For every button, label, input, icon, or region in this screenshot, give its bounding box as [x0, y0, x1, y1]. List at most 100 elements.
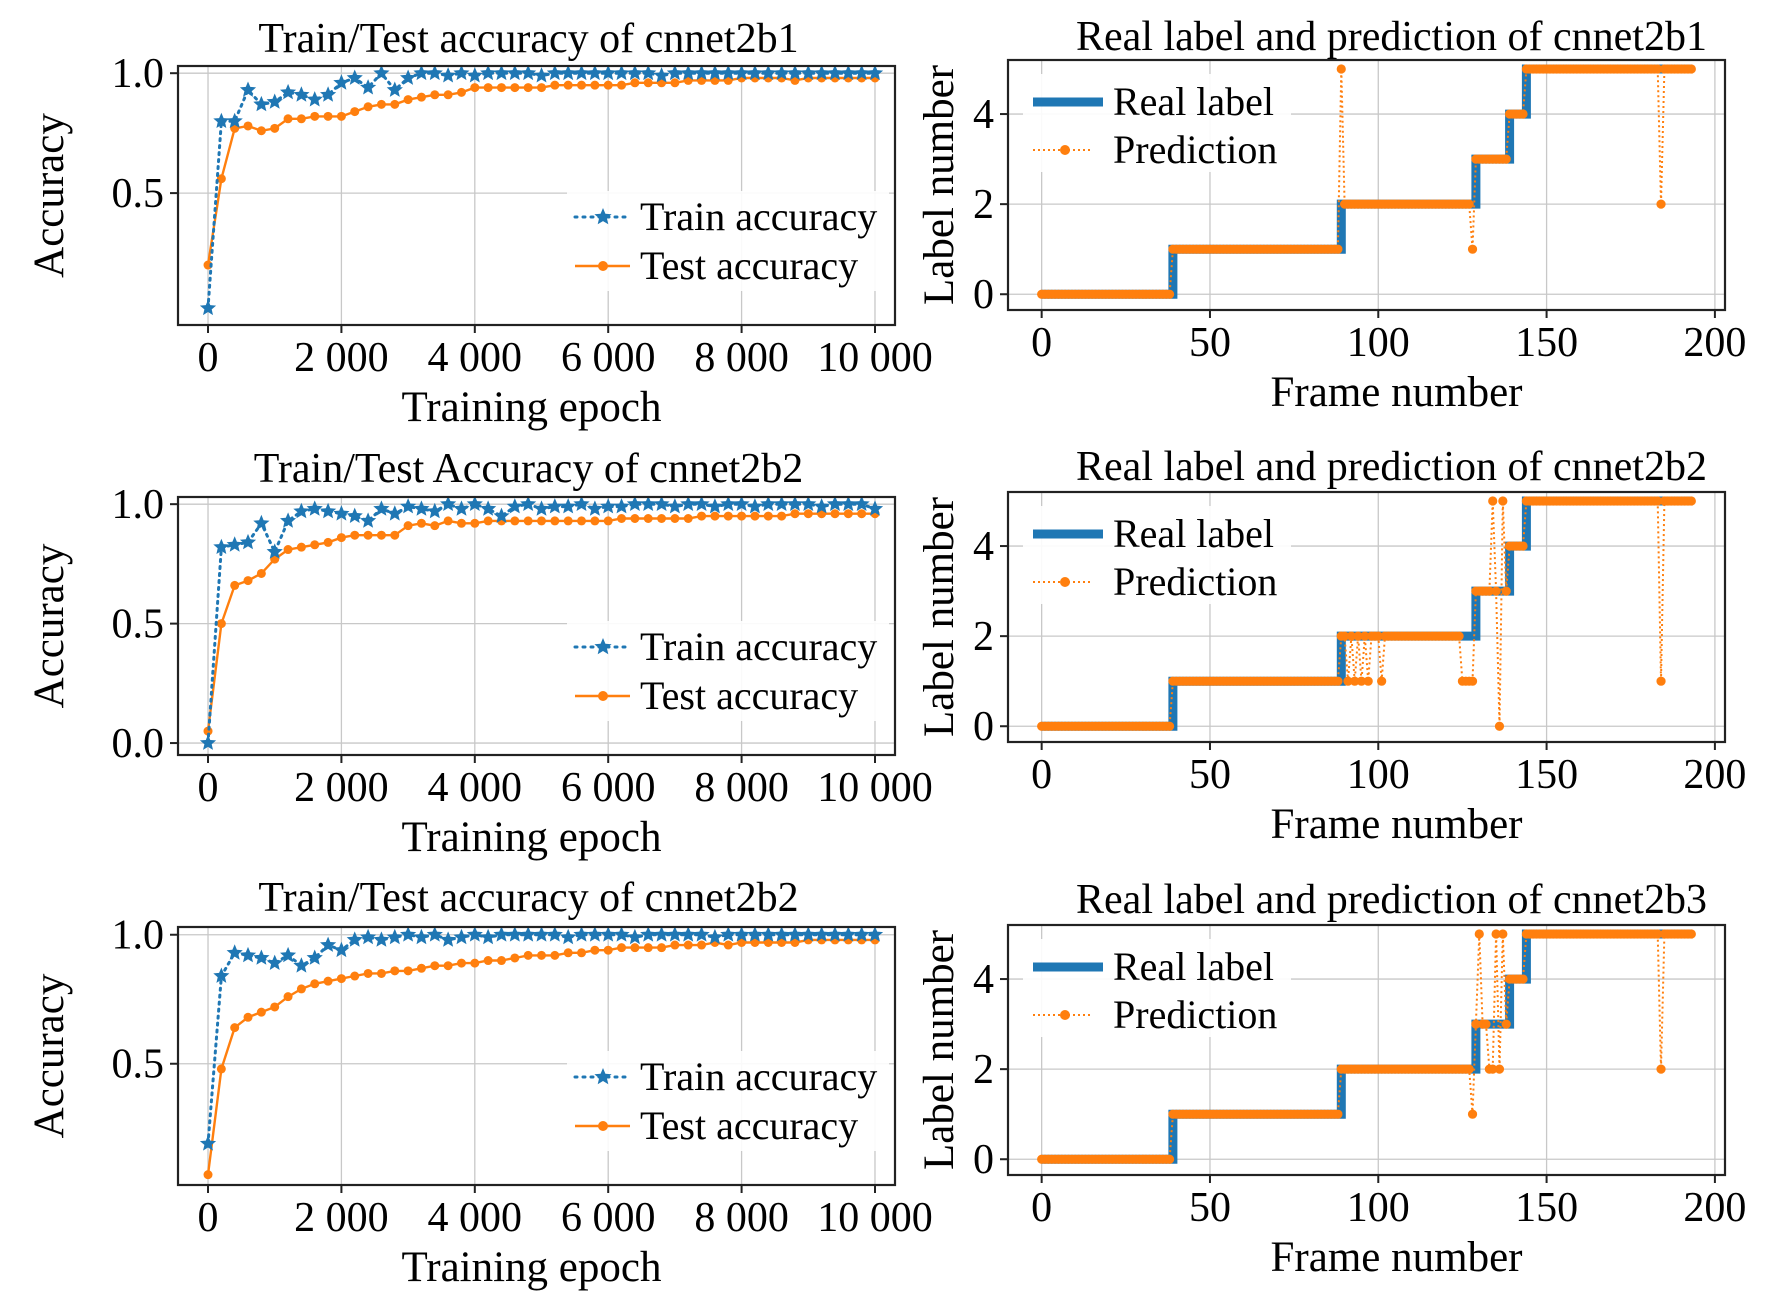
- plot-frame: [1006, 923, 1727, 1177]
- plot-frame: [176, 925, 897, 1187]
- train-accuracy-point: [600, 64, 617, 81]
- test-accuracy-point: [350, 107, 360, 117]
- prediction-point: [1373, 631, 1383, 641]
- test-accuracy-point: [310, 540, 320, 550]
- train-accuracy-point: [653, 495, 670, 511]
- test-accuracy-point: [243, 576, 253, 586]
- train-accuracy-point: [306, 500, 323, 516]
- prediction-point: [1164, 1154, 1175, 1164]
- chart-title: Train/Test accuracy of cnnet2b1: [258, 16, 798, 62]
- train-accuracy-point: [640, 495, 657, 511]
- legend-test-marker: [598, 691, 608, 701]
- train-accuracy-point: [613, 64, 630, 81]
- train-accuracy-point: [386, 505, 403, 521]
- test-accuracy-point: [203, 1170, 213, 1180]
- prediction-point: [1491, 929, 1501, 939]
- test-accuracy-point: [590, 945, 600, 955]
- test-accuracy-point: [697, 511, 707, 521]
- x-tick-label: 10 000: [817, 335, 933, 381]
- test-accuracy-point: [670, 78, 680, 88]
- train-accuracy-point: [573, 495, 590, 511]
- chart-panel-6: 0 50 100 150 200 0 2 4 Real label and prediction…: [916, 877, 1746, 1281]
- prediction-point: [1360, 631, 1370, 641]
- test-accuracy-point: [256, 568, 266, 578]
- test-accuracy-point: [456, 958, 466, 968]
- test-accuracy-point: [216, 619, 226, 629]
- train-accuracy-point: [746, 926, 763, 942]
- train-accuracy-point: [360, 512, 377, 528]
- x-tick-label: 0: [198, 765, 219, 811]
- x-tick-label: 6 000: [561, 335, 656, 381]
- train-accuracy-point: [213, 967, 230, 983]
- train-accuracy-point: [386, 928, 403, 945]
- test-accuracy-point: [216, 174, 226, 184]
- x-tick-label: 8 000: [694, 765, 789, 811]
- train-accuracy-point: [560, 64, 577, 81]
- legend-train-label: Train accuracy: [640, 624, 877, 669]
- test-accuracy-point: [416, 92, 426, 102]
- test-accuracy-point: [577, 948, 587, 958]
- train-accuracy-point: [826, 64, 844, 81]
- y-tick-label: 4: [973, 957, 994, 1003]
- prediction-point: [1656, 1064, 1666, 1074]
- train-accuracy-point: [800, 926, 817, 942]
- test-accuracy-point: [270, 1002, 280, 1012]
- y-tick-label: 1.0: [112, 482, 165, 528]
- train-accuracy-point: [506, 926, 523, 942]
- test-accuracy-point: [230, 1023, 240, 1033]
- train-accuracy-point: [346, 931, 363, 947]
- test-accuracy-point: [843, 509, 853, 519]
- train-accuracy-point: [666, 498, 683, 514]
- test-accuracy-point: [443, 961, 453, 971]
- train-accuracy-point: [266, 93, 283, 109]
- test-accuracy-point: [750, 937, 760, 947]
- train-accuracy-point: [386, 81, 403, 97]
- test-accuracy-point: [537, 950, 547, 960]
- legend-prediction-marker: [1060, 577, 1070, 587]
- test-accuracy-point: [737, 511, 747, 521]
- train-accuracy-point: [666, 926, 683, 942]
- test-accuracy-point: [737, 937, 747, 947]
- train-accuracy-point: [600, 926, 617, 942]
- train-accuracy-point: [293, 502, 310, 519]
- train-accuracy-point: [346, 507, 363, 523]
- prediction-point: [1333, 244, 1343, 254]
- y-axis-label: Accuracy: [26, 543, 73, 708]
- y-tick-label: 0: [973, 1137, 994, 1183]
- train-accuracy-point: [333, 505, 350, 521]
- train-accuracy-point: [813, 498, 830, 514]
- x-tick-label: 2 000: [294, 335, 389, 381]
- train-accuracy-point: [373, 500, 390, 516]
- y-tick-label: 0: [973, 272, 994, 318]
- train-accuracy-point: [320, 936, 337, 952]
- test-accuracy-point: [243, 121, 253, 131]
- train-accuracy-point: [533, 500, 550, 516]
- train-accuracy-point: [706, 498, 723, 514]
- test-accuracy-point: [390, 99, 400, 109]
- prediction-point: [1484, 586, 1494, 596]
- train-accuracy-point: [253, 514, 270, 531]
- train-accuracy-point: [199, 1135, 217, 1151]
- train-accuracy-point: [293, 957, 310, 973]
- x-tick-label: 0: [1031, 1185, 1052, 1231]
- train-accuracy-point: [840, 495, 857, 511]
- prediction-point: [1340, 631, 1350, 641]
- prediction-point: [1481, 1019, 1491, 1029]
- prediction-point: [1343, 676, 1353, 686]
- train-accuracy-point: [586, 926, 603, 942]
- legend-train-label: Train accuracy: [640, 194, 877, 239]
- test-accuracy-point: [376, 530, 386, 540]
- train-accuracy-point: [693, 64, 710, 81]
- legend-test-label: Test accuracy: [640, 243, 858, 288]
- train-accuracy-point: [546, 926, 563, 942]
- prediction-point: [1471, 1019, 1481, 1029]
- y-axis-label: Label number: [916, 65, 963, 305]
- test-accuracy-point: [456, 518, 466, 528]
- train-accuracy-point: [760, 495, 777, 511]
- train-accuracy-point: [640, 64, 657, 81]
- train-accuracy-point: [413, 500, 430, 516]
- test-accuracy-point: [283, 114, 293, 124]
- x-tick-label: 6 000: [561, 765, 656, 811]
- train-accuracy-point: [666, 64, 683, 81]
